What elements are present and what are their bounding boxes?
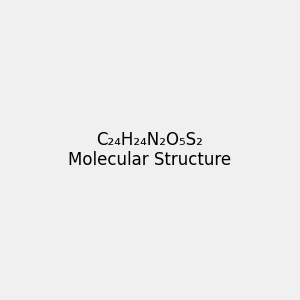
- Text: C₂₄H₂₄N₂O₅S₂
Molecular Structure: C₂₄H₂₄N₂O₅S₂ Molecular Structure: [68, 130, 232, 170]
